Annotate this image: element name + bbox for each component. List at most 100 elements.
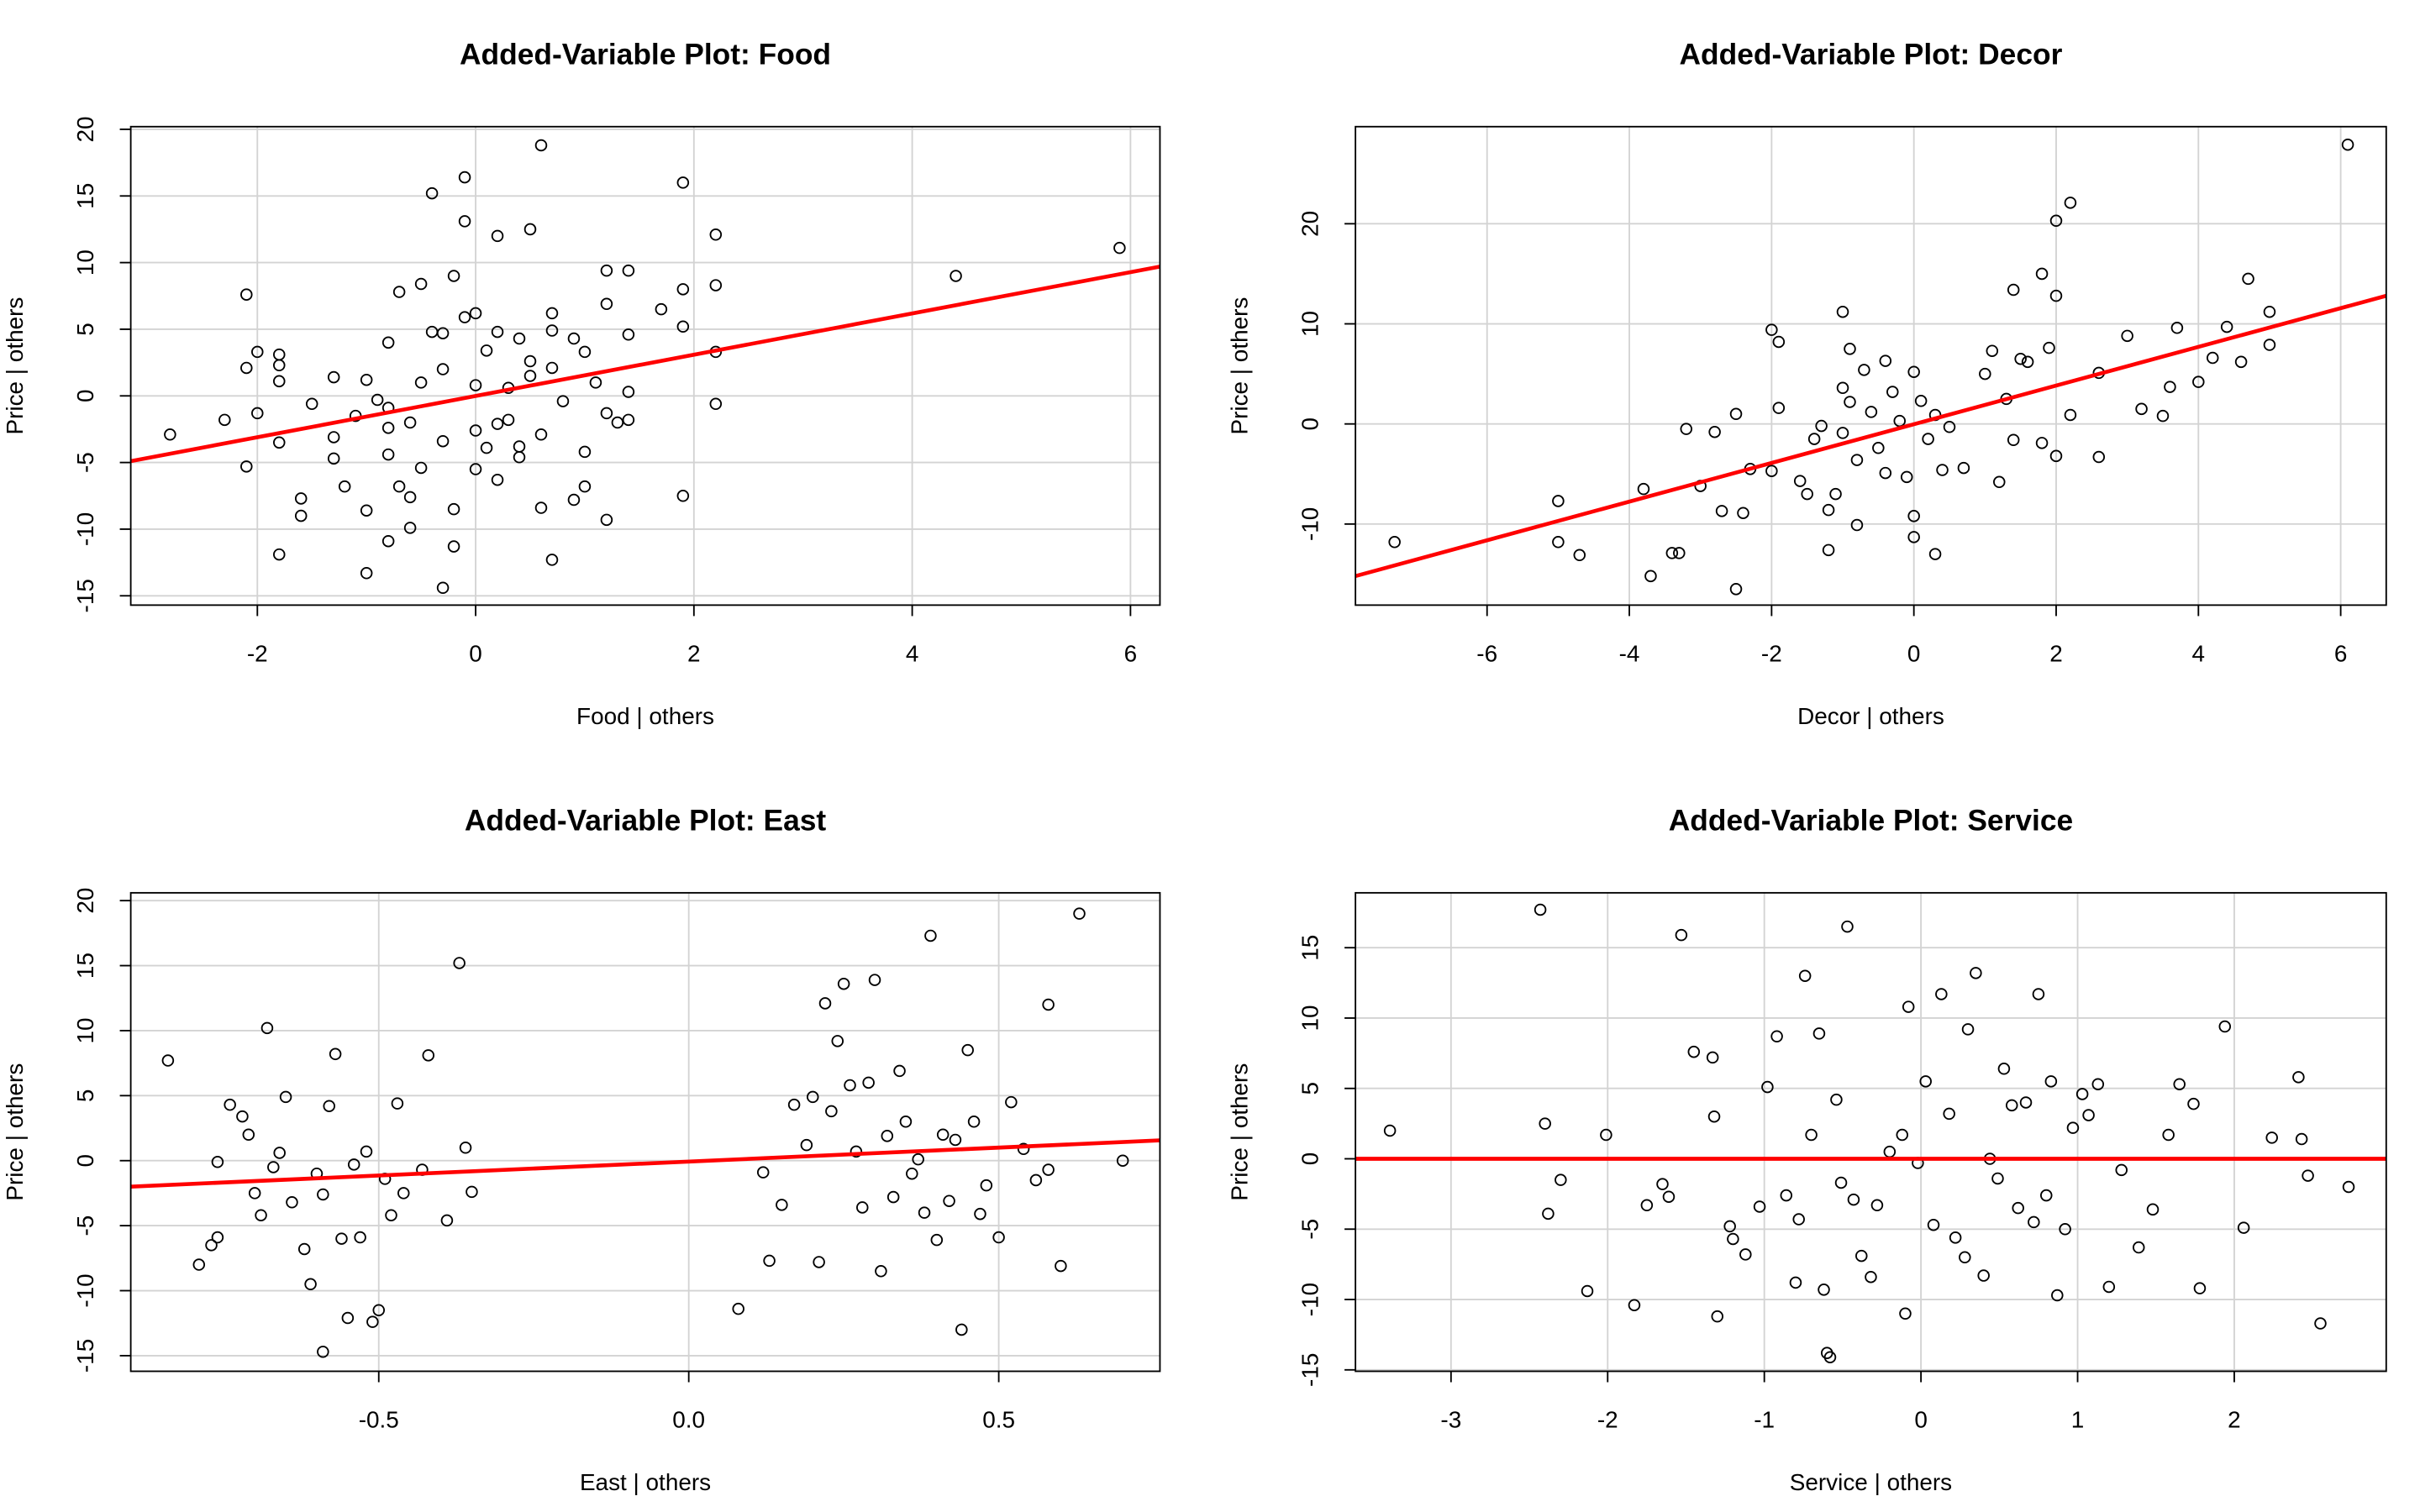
point xyxy=(924,929,937,942)
point xyxy=(2132,1241,2145,1254)
point xyxy=(2341,138,2354,151)
point xyxy=(578,480,592,493)
point xyxy=(1855,1249,1868,1263)
y-axis-label: Price | others xyxy=(1227,1063,1253,1201)
point xyxy=(1656,1178,1669,1190)
point xyxy=(2314,1317,2327,1330)
point xyxy=(1116,1154,1129,1167)
point xyxy=(255,1209,267,1221)
point xyxy=(1555,1173,1567,1186)
point xyxy=(403,491,417,504)
point xyxy=(709,397,723,411)
point xyxy=(2005,1099,2018,1112)
y-tick-label: 20 xyxy=(72,888,98,914)
point xyxy=(589,376,602,389)
point xyxy=(1836,427,1849,439)
x-tick-label: -3 xyxy=(1440,1406,1461,1432)
point xyxy=(967,1116,981,1128)
point xyxy=(2032,988,2045,1000)
point xyxy=(787,1098,801,1111)
point xyxy=(2019,1096,2033,1109)
point xyxy=(453,957,466,969)
point xyxy=(2064,408,2077,422)
point xyxy=(447,540,460,553)
point xyxy=(211,1231,224,1244)
point xyxy=(2012,1201,2024,1215)
point xyxy=(622,264,635,277)
point xyxy=(469,379,482,391)
point xyxy=(1573,549,1586,562)
point xyxy=(1829,487,1842,501)
point xyxy=(1812,1027,1826,1040)
point xyxy=(294,509,308,522)
point xyxy=(955,1323,968,1336)
point xyxy=(1943,421,1956,433)
y-tick-label: -5 xyxy=(72,452,98,473)
point xyxy=(600,513,613,527)
point xyxy=(2234,355,2248,369)
x-axis-label: Decor | others xyxy=(1797,703,1944,729)
point xyxy=(335,1232,348,1245)
point xyxy=(466,1185,478,1199)
point xyxy=(1662,1190,1676,1203)
x-tick-label: 2 xyxy=(2228,1406,2241,1432)
point xyxy=(1637,482,1650,496)
point xyxy=(1883,1145,1897,1158)
point xyxy=(338,480,351,493)
point xyxy=(392,286,406,298)
point xyxy=(1708,425,1721,438)
point xyxy=(458,311,471,323)
y-tick-label: 20 xyxy=(72,116,98,142)
point xyxy=(304,1278,317,1291)
point xyxy=(480,344,493,357)
point xyxy=(2064,197,2077,209)
point xyxy=(1979,367,1991,381)
point xyxy=(403,522,417,534)
point xyxy=(1818,1284,1830,1296)
x-tick-label: 0 xyxy=(469,640,482,666)
point xyxy=(2156,409,2170,423)
point xyxy=(886,1190,900,1204)
y-tick-label: -15 xyxy=(72,579,98,612)
x-tick-label: -4 xyxy=(1619,640,1640,666)
point xyxy=(2292,1071,2305,1084)
fit-line xyxy=(130,265,1160,464)
point xyxy=(458,171,471,184)
point xyxy=(2237,1221,2250,1234)
point xyxy=(236,1110,249,1123)
point xyxy=(251,345,264,359)
x-tick-label: -2 xyxy=(1597,1406,1618,1432)
point xyxy=(2014,352,2027,365)
point xyxy=(327,431,340,444)
point xyxy=(930,1233,944,1247)
point xyxy=(1534,903,1547,916)
point xyxy=(611,416,624,429)
y-tick-label: 10 xyxy=(1297,1005,1323,1031)
point xyxy=(2170,322,2184,334)
point xyxy=(2021,355,2034,369)
point xyxy=(2263,339,2276,351)
y-tick-label: -10 xyxy=(72,1273,98,1307)
point xyxy=(1753,1200,1766,1213)
y-tick-label: -10 xyxy=(72,512,98,546)
point xyxy=(622,413,635,427)
y-tick-label: -10 xyxy=(1297,1283,1323,1316)
point xyxy=(1383,1124,1397,1137)
point xyxy=(534,139,548,152)
point xyxy=(1992,475,2006,489)
point xyxy=(425,325,439,339)
point xyxy=(360,373,373,386)
point xyxy=(2302,1169,2314,1182)
y-tick-label: 20 xyxy=(1297,211,1323,237)
y-tick-label: -15 xyxy=(72,1339,98,1373)
point xyxy=(294,492,308,505)
point xyxy=(366,1315,379,1328)
point xyxy=(397,1187,410,1200)
point xyxy=(1822,503,1835,517)
chart-title: Added-Variable Plot: East xyxy=(465,804,827,837)
point xyxy=(1581,1284,1594,1298)
y-axis-label: Price | others xyxy=(1227,297,1253,435)
point xyxy=(1628,1299,1641,1311)
point xyxy=(949,1133,962,1147)
point xyxy=(534,428,548,441)
